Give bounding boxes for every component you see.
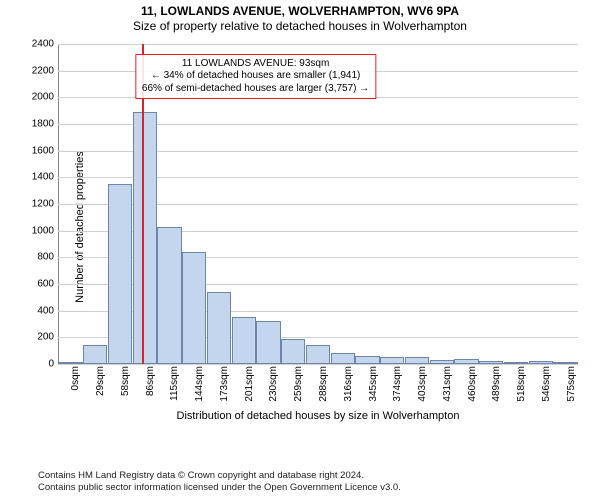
histogram-bar	[133, 112, 157, 364]
histogram-bar	[83, 345, 107, 364]
histogram-bar	[207, 292, 231, 364]
x-tick-label: 115sqm	[169, 366, 180, 401]
x-tick-label: 29sqm	[95, 366, 106, 396]
y-tick-label: 1400	[32, 172, 58, 183]
x-tick-label: 575sqm	[566, 366, 577, 402]
histogram-bar	[405, 357, 429, 364]
histogram-bar	[281, 339, 305, 364]
x-axis: Distribution of detached houses by size …	[58, 364, 578, 424]
histogram-bar	[157, 227, 181, 364]
y-tick-label: 200	[37, 332, 58, 343]
annotation-line: ← 34% of detached houses are smaller (1,…	[142, 70, 369, 83]
x-tick-label: 518sqm	[516, 366, 527, 402]
histogram-bar	[355, 356, 379, 364]
y-tick-label: 2200	[32, 65, 58, 76]
x-tick-label: 144sqm	[194, 366, 205, 402]
annotation-line: 11 LOWLANDS AVENUE: 93sqm	[142, 58, 369, 71]
attribution-line: Contains public sector information licen…	[38, 482, 401, 494]
x-tick-label: 230sqm	[268, 366, 279, 402]
page-subtitle: Size of property relative to detached ho…	[0, 19, 600, 33]
y-tick-label: 400	[37, 305, 58, 316]
x-tick-label: 0sqm	[70, 366, 81, 390]
y-tick-label: 1800	[32, 119, 58, 130]
attribution-line: Contains HM Land Registry data © Crown c…	[38, 470, 401, 482]
histogram-bar	[182, 252, 206, 364]
histogram-bar	[232, 317, 256, 364]
x-tick-label: 288sqm	[318, 366, 329, 402]
annotation-line: 66% of semi-detached houses are larger (…	[142, 83, 369, 96]
histogram-bar	[306, 345, 330, 364]
x-tick-label: 374sqm	[392, 366, 403, 402]
x-tick-label: 345sqm	[368, 366, 379, 402]
x-tick-label: 546sqm	[541, 366, 552, 402]
grid-line	[58, 44, 578, 45]
x-tick-label: 316sqm	[343, 366, 354, 402]
histogram-bar	[331, 353, 355, 364]
histogram-bar	[380, 357, 404, 364]
y-tick-label: 1200	[32, 199, 58, 210]
y-tick-label: 2400	[32, 39, 58, 50]
y-tick-label: 600	[37, 279, 58, 290]
histogram-bar	[256, 321, 280, 364]
x-tick-label: 259sqm	[293, 366, 304, 402]
attribution: Contains HM Land Registry data © Crown c…	[38, 470, 401, 494]
histogram-chart: Number of detached properties 0200400600…	[0, 36, 600, 418]
page-title: 11, LOWLANDS AVENUE, WOLVERHAMPTON, WV6 …	[0, 4, 600, 18]
x-tick-label: 489sqm	[491, 366, 502, 402]
y-tick-label: 2000	[32, 92, 58, 103]
y-tick-label: 0	[48, 359, 58, 370]
y-tick-label: 1600	[32, 145, 58, 156]
y-tick-label: 800	[37, 252, 58, 263]
x-tick-label: 201sqm	[244, 366, 255, 402]
plot-area: 0200400600800100012001400160018002000220…	[58, 44, 578, 364]
x-tick-label: 460sqm	[467, 366, 478, 402]
annotation-box: 11 LOWLANDS AVENUE: 93sqm← 34% of detach…	[135, 54, 376, 100]
x-tick-label: 58sqm	[120, 366, 131, 396]
x-tick-label: 173sqm	[219, 366, 230, 402]
y-tick-label: 1000	[32, 225, 58, 236]
x-tick-label: 431sqm	[442, 366, 453, 402]
x-tick-label: 403sqm	[417, 366, 428, 402]
histogram-bar	[108, 184, 132, 364]
x-tick-label: 86sqm	[145, 366, 156, 396]
x-axis-label: Distribution of detached houses by size …	[58, 410, 578, 422]
